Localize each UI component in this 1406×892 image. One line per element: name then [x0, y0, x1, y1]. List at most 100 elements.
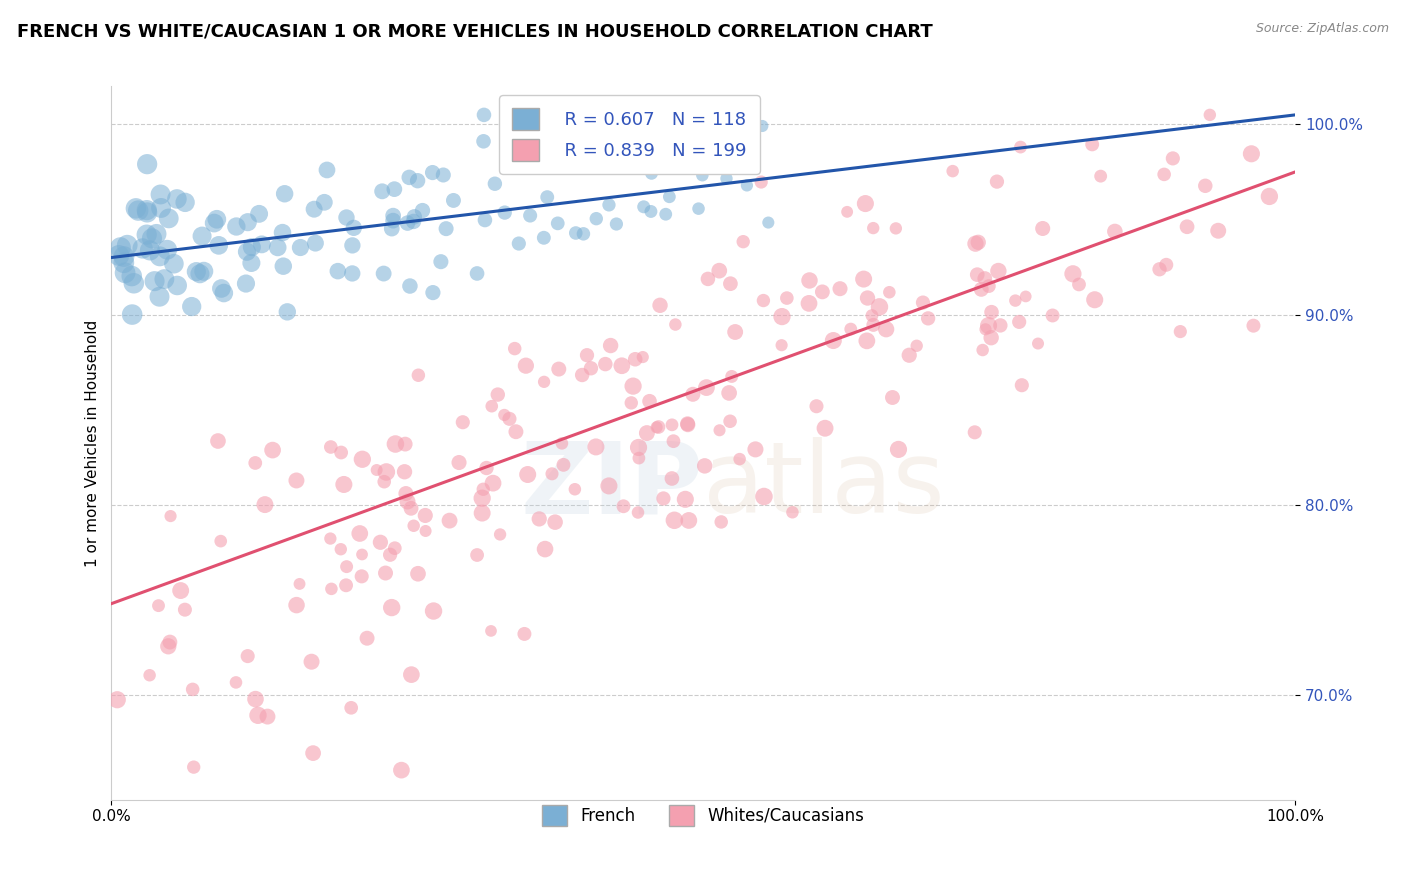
- Point: [157, 211, 180, 226]
- Point: [439, 514, 461, 528]
- Point: [673, 492, 696, 507]
- Point: [384, 437, 406, 451]
- Point: [121, 308, 143, 322]
- Point: [208, 238, 231, 252]
- Point: [1243, 318, 1265, 333]
- Point: [479, 624, 502, 638]
- Point: [974, 322, 997, 336]
- Point: [666, 135, 689, 149]
- Point: [648, 298, 671, 312]
- Point: [970, 282, 993, 296]
- Point: [352, 452, 374, 467]
- Point: [370, 535, 392, 549]
- Point: [447, 456, 470, 470]
- Point: [1194, 178, 1216, 193]
- Point: [544, 515, 567, 529]
- Point: [744, 442, 766, 457]
- Point: [326, 264, 349, 278]
- Point: [782, 505, 804, 519]
- Point: [776, 291, 799, 305]
- Point: [174, 602, 197, 616]
- Point: [465, 267, 488, 281]
- Point: [330, 445, 353, 459]
- Point: [415, 524, 437, 538]
- Point: [319, 440, 342, 454]
- Point: [770, 310, 793, 324]
- Point: [640, 166, 662, 180]
- Point: [585, 211, 607, 226]
- Point: [159, 635, 181, 649]
- Point: [652, 491, 675, 506]
- Point: [640, 204, 662, 219]
- Point: [236, 244, 259, 259]
- Point: [752, 490, 775, 504]
- Point: [1026, 336, 1049, 351]
- Point: [271, 259, 294, 273]
- Point: [862, 221, 884, 235]
- Point: [696, 272, 718, 286]
- Point: [942, 164, 965, 178]
- Point: [1062, 267, 1084, 281]
- Point: [472, 134, 495, 148]
- Point: [627, 506, 650, 520]
- Point: [986, 175, 1008, 189]
- Point: [398, 170, 420, 185]
- Point: [1168, 325, 1191, 339]
- Point: [373, 267, 395, 281]
- Point: [571, 368, 593, 382]
- Point: [1081, 137, 1104, 152]
- Point: [513, 627, 536, 641]
- Point: [285, 474, 308, 488]
- Point: [273, 186, 295, 201]
- Point: [662, 434, 685, 449]
- Point: [598, 198, 620, 212]
- Point: [465, 548, 488, 562]
- Point: [553, 458, 575, 472]
- Point: [127, 203, 149, 218]
- Point: [236, 649, 259, 664]
- Point: [1042, 309, 1064, 323]
- Point: [350, 548, 373, 562]
- Point: [973, 271, 995, 285]
- Point: [1011, 378, 1033, 392]
- Point: [1258, 189, 1281, 203]
- Point: [965, 236, 987, 251]
- Point: [1008, 315, 1031, 329]
- Text: atlas: atlas: [703, 437, 945, 534]
- Point: [620, 396, 643, 410]
- Point: [157, 640, 180, 654]
- Point: [471, 491, 494, 505]
- Point: [375, 465, 398, 479]
- Point: [170, 583, 193, 598]
- Point: [548, 148, 571, 162]
- Point: [225, 219, 247, 234]
- Point: [112, 256, 135, 270]
- Point: [856, 334, 879, 348]
- Point: [503, 342, 526, 356]
- Point: [343, 220, 366, 235]
- Point: [658, 190, 681, 204]
- Point: [724, 325, 747, 339]
- Point: [406, 566, 429, 581]
- Point: [408, 368, 430, 383]
- Point: [572, 227, 595, 241]
- Point: [288, 577, 311, 591]
- Point: [302, 746, 325, 760]
- Point: [267, 240, 290, 254]
- Point: [579, 361, 602, 376]
- Point: [558, 156, 581, 170]
- Point: [585, 440, 607, 454]
- Point: [149, 249, 172, 263]
- Point: [304, 236, 326, 251]
- Point: [799, 273, 821, 287]
- Point: [756, 216, 779, 230]
- Point: [399, 501, 422, 516]
- Point: [443, 194, 465, 208]
- Point: [1175, 219, 1198, 234]
- Point: [141, 231, 163, 245]
- Point: [271, 226, 294, 240]
- Point: [661, 471, 683, 485]
- Point: [489, 527, 512, 541]
- Point: [627, 441, 650, 455]
- Point: [342, 267, 364, 281]
